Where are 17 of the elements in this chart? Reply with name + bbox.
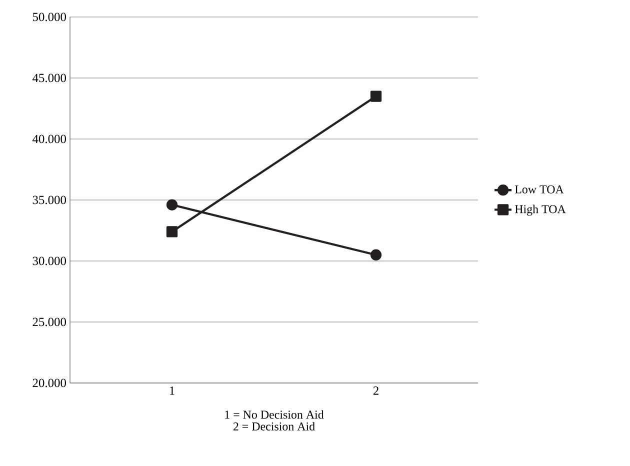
y-tick-label: 45.000 [32,74,66,82]
y-tick-label: 25.000 [32,318,66,326]
y-tick-label: 20.000 [32,378,66,388]
point [370,90,382,102]
y-tick-label: 40.000 [32,134,66,144]
y-tick-label: 35.000 [32,196,66,204]
point [166,226,178,238]
y-tick-label: 30.000 [32,256,66,266]
text: 2 = Decision Aid [233,422,315,430]
x-tick-label: 1 [170,386,174,395]
legend-label: High TOA [514,204,566,216]
point [166,199,178,210]
x-axis-title: 1 = No Decision Aid [225,410,324,419]
x-tick-label: 2 [373,386,378,395]
legend-label: Low TOA [514,185,564,194]
y-tick-label: 50.000 [32,12,66,22]
point [370,249,382,260]
